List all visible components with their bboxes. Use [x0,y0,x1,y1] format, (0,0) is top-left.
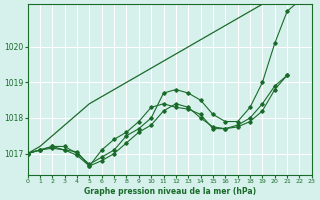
X-axis label: Graphe pression niveau de la mer (hPa): Graphe pression niveau de la mer (hPa) [84,187,256,196]
